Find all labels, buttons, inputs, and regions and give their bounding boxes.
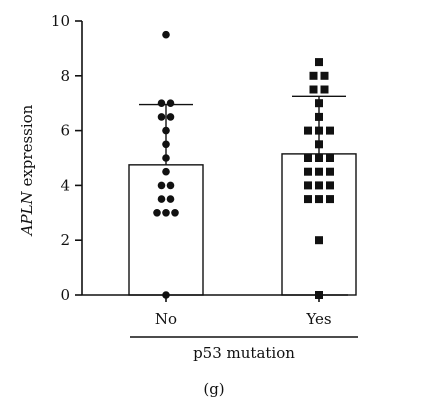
y-tick-label-2: 2 [60,231,70,249]
y-axis-label: APLN expression [18,104,36,237]
point-yes [315,126,323,135]
data-points [153,30,334,299]
point-yes [304,195,312,204]
point-no [162,30,170,39]
point-yes [326,126,334,135]
point-no [157,195,166,203]
point-yes [326,195,334,204]
point-yes [315,195,323,204]
point-no [166,181,175,190]
point-yes [315,99,323,108]
point-no [171,209,179,217]
point-yes [315,154,323,162]
y-axis: 0 2 4 6 8 10 [51,12,83,304]
point-yes [304,181,312,190]
y-tick-label-0: 0 [60,286,70,304]
y-axis-label-italic: APLN [18,190,36,237]
y-tick-label-4: 4 [60,176,70,194]
point-yes [309,71,318,80]
point-yes [315,112,323,121]
point-no [162,154,170,162]
bar-no [128,164,204,296]
y-tick-label-8: 8 [60,67,70,85]
point-no [157,99,166,107]
point-yes [326,167,334,176]
point-no [166,99,175,107]
point-yes [320,85,329,94]
point-yes [315,58,323,67]
point-yes [315,167,323,176]
point-yes [315,236,323,245]
x-axis: No Yes [82,294,348,328]
point-yes [304,167,312,176]
point-yes [309,85,318,94]
point-yes [304,126,312,135]
point-no [162,209,170,217]
point-yes [320,71,329,80]
point-no [162,167,170,176]
x-tick-label-yes: Yes [305,310,331,328]
point-no [166,113,175,121]
point-yes [315,140,323,149]
point-no [153,209,161,217]
point-no [157,113,166,121]
point-no [162,140,170,149]
x-tick-label-no: No [155,310,177,328]
panel-label: (g) [203,380,224,398]
group-label: p53 mutation [193,344,295,362]
y-tick-label-10: 10 [51,12,70,30]
point-yes [315,181,323,190]
point-no [162,126,170,135]
point-yes [304,154,312,162]
point-yes [326,181,334,190]
y-axis-label-rest: expression [18,104,36,191]
y-tick-label-6: 6 [60,122,70,140]
point-no [157,181,166,190]
point-yes [326,154,334,162]
point-no [166,195,175,203]
